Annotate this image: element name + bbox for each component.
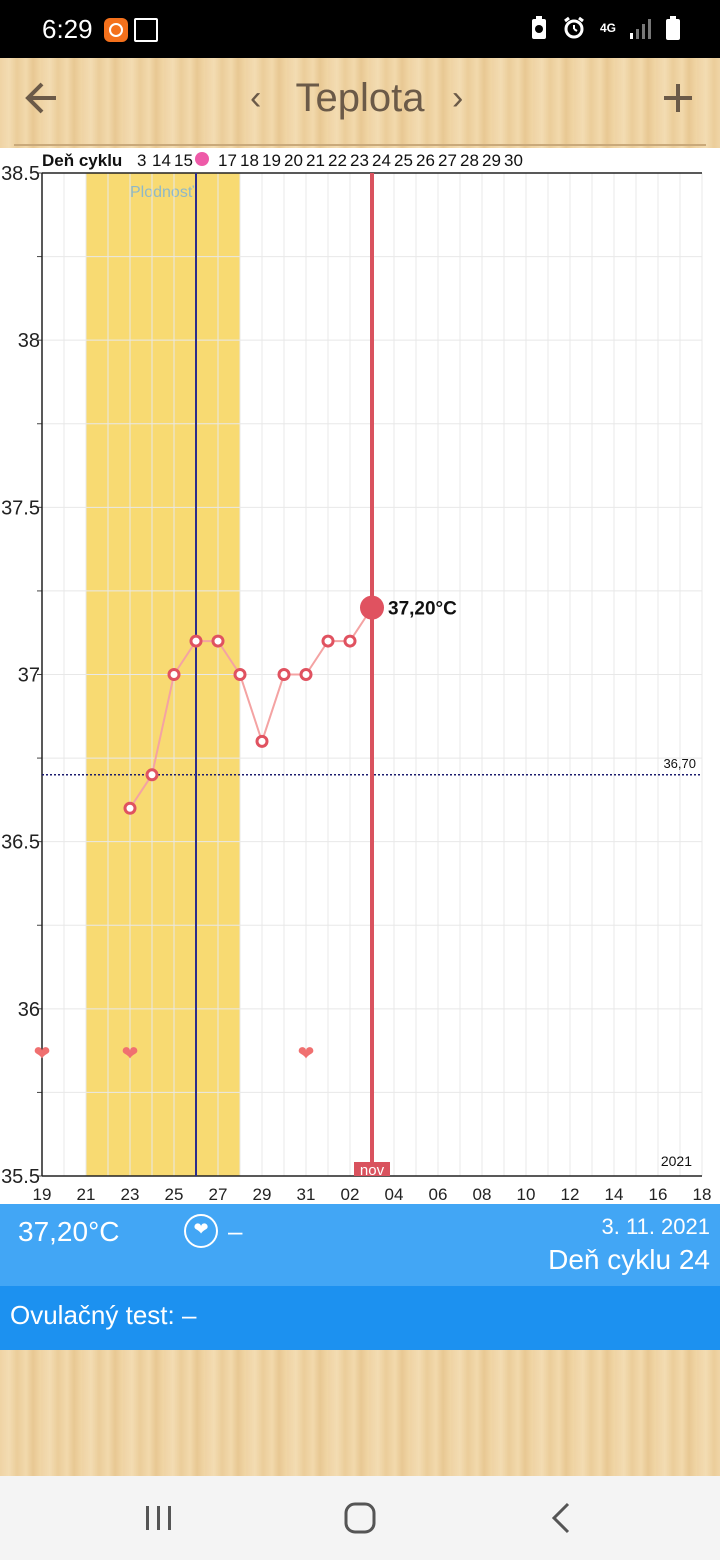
day-info-panel[interactable]: 37,20°C ❤ – 3. 11. 2021 Deň cyklu 24: [0, 1204, 720, 1286]
ovulation-test-label: Ovulačný test: –: [10, 1300, 197, 1330]
cycle-day-tick: 22: [328, 151, 347, 170]
cycle-day-label: Deň cyklu: [42, 151, 122, 170]
coverline-label: 36,70: [663, 756, 696, 771]
battery-saver-icon: [531, 16, 546, 39]
home-icon[interactable]: [330, 1496, 390, 1540]
picture-icon: [134, 18, 158, 42]
ovulation-marker-icon: [195, 152, 209, 166]
heart-icon: ❤: [298, 1041, 315, 1065]
x-tick-label: 21: [77, 1185, 96, 1204]
back-nav-icon[interactable]: [532, 1496, 592, 1540]
cycle-day-tick: 17: [218, 151, 237, 170]
temperature-point: [233, 668, 247, 681]
x-tick-label: 27: [209, 1185, 228, 1204]
system-nav-bar: [0, 1476, 720, 1560]
status-bar: 6:29 4G: [0, 0, 720, 58]
x-tick-label: 06: [429, 1185, 448, 1204]
plus-icon: [664, 84, 692, 112]
cycle-day-tick: 29: [482, 151, 501, 170]
cycle-day-tick: 21: [306, 151, 325, 170]
cycle-day-tick: 15: [174, 151, 193, 170]
x-tick-label: 10: [517, 1185, 536, 1204]
bottom-background: [0, 1350, 720, 1476]
cycle-day-tick: 30: [504, 151, 523, 170]
heart-icon: ❤: [193, 1219, 209, 1239]
temperature-point: [189, 634, 203, 648]
add-button[interactable]: [662, 76, 694, 129]
y-tick-label: 38.5: [1, 163, 40, 185]
temperature-point: [277, 668, 291, 681]
heart-icon: ❤: [34, 1041, 51, 1065]
cycle-day-tick: 19: [262, 151, 281, 170]
y-tick-label: 36.5: [1, 832, 40, 854]
x-tick-label: 31: [297, 1185, 316, 1204]
mi-app-icon: [104, 18, 128, 42]
x-tick-label: 18: [693, 1185, 712, 1204]
temperature-point: [299, 668, 313, 681]
cycle-day-tick: 28: [460, 151, 479, 170]
month-marker: [354, 1162, 390, 1176]
temperature-point: [123, 801, 137, 815]
year-label: 2021: [661, 1153, 692, 1169]
temperature-point: [211, 634, 225, 648]
cycle-day-tick: 25: [394, 151, 413, 170]
recent-apps-icon[interactable]: [128, 1496, 188, 1540]
temperature-point: [145, 768, 159, 782]
x-tick-label: 14: [605, 1185, 624, 1204]
x-tick-label: 08: [473, 1185, 492, 1204]
selected-temperature: 37,20°C: [18, 1216, 120, 1247]
battery-icon: [666, 16, 680, 40]
back-button[interactable]: [24, 76, 60, 129]
fertility-label: Plodnosť: [130, 184, 195, 201]
cycle-day-tick: 20: [284, 151, 303, 170]
x-tick-label: 16: [649, 1185, 668, 1204]
heart-icon: ❤: [122, 1041, 139, 1065]
x-tick-label: 19: [33, 1185, 52, 1204]
x-tick-label: 29: [253, 1185, 272, 1204]
signal-icon: [630, 19, 651, 39]
y-tick-label: 37.5: [1, 497, 40, 519]
app-bar-divider: [14, 144, 706, 146]
cycle-day-tick: 26: [416, 151, 435, 170]
previous-cycle-button[interactable]: ‹: [250, 79, 262, 117]
x-tick-label: 02: [341, 1185, 360, 1204]
app-bar: ‹ Teplota ›: [0, 58, 720, 148]
y-tick-label: 35.5: [1, 1166, 40, 1188]
x-tick-label: 23: [121, 1185, 140, 1204]
y-tick-label: 38: [18, 330, 40, 352]
current-temperature-label: 37,20°C: [388, 599, 457, 620]
cycle-day-tick: 3: [137, 151, 146, 170]
temperature-point: [343, 634, 357, 648]
x-tick-label: 25: [165, 1185, 184, 1204]
x-tick-label: 12: [561, 1185, 580, 1204]
selected-cycle-day: Deň cyklu 24: [548, 1244, 710, 1275]
temperature-chart[interactable]: Plodnosť 38.5 38 37.5 37 36.5 36 35.5 19 21 23 25 27…: [0, 148, 720, 1204]
intercourse-indicator: ❤: [184, 1214, 218, 1248]
cycle-day-tick: 27: [438, 151, 457, 170]
network-type: 4G: [599, 21, 616, 35]
current-temperature-point: [360, 595, 384, 620]
cycle-day-tick: 23: [350, 151, 369, 170]
alarm-icon: [564, 16, 584, 39]
cycle-day-tick: 18: [240, 151, 259, 170]
y-tick-label: 36: [18, 999, 40, 1021]
ovulation-test-panel[interactable]: Ovulačný test: –: [0, 1286, 720, 1350]
intercourse-value: –: [228, 1216, 243, 1246]
temperature-point: [167, 668, 181, 681]
status-time: 6:29: [42, 14, 93, 44]
arrow-left-icon: [25, 82, 56, 114]
next-cycle-button[interactable]: ›: [452, 79, 464, 117]
month-label: nov: [360, 1162, 385, 1179]
x-tick-label: 04: [385, 1185, 404, 1204]
page-title: Teplota: [295, 76, 425, 120]
temperature-point: [255, 734, 269, 748]
temperature-point: [321, 634, 335, 648]
selected-date: 3. 11. 2021: [601, 1214, 710, 1239]
y-tick-label: 37: [18, 665, 40, 687]
cycle-day-tick: 24: [372, 151, 391, 170]
cycle-day-tick: 14: [152, 151, 171, 170]
